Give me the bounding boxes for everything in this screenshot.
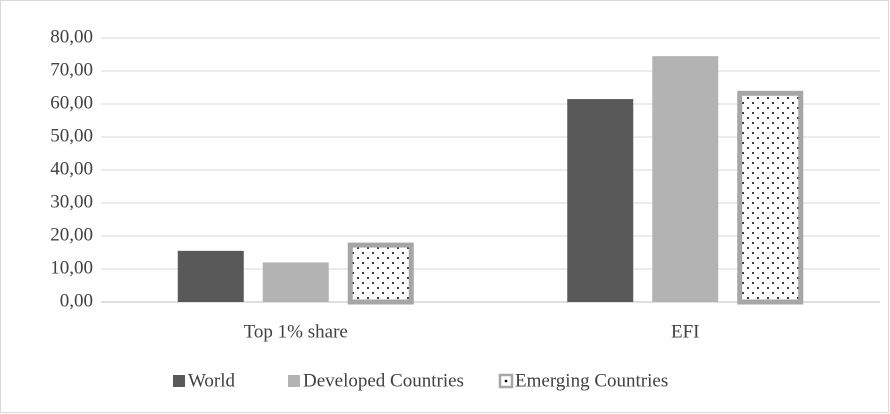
y-tick-label: 20,00 — [50, 224, 93, 245]
bar — [652, 56, 719, 303]
legend-label: Emerging Countries — [515, 370, 668, 391]
y-tick-label: 70,00 — [50, 59, 93, 80]
y-tick-label: 60,00 — [50, 92, 93, 113]
y-tick-label: 10,00 — [50, 257, 93, 278]
y-tick-label: 40,00 — [50, 158, 93, 179]
bar — [262, 262, 329, 302]
bar — [737, 90, 804, 305]
legend-swatch — [288, 375, 300, 387]
legend-swatch-dot — [504, 379, 508, 383]
bar — [177, 250, 244, 302]
bar — [347, 242, 414, 305]
y-tick-label: 30,00 — [50, 191, 93, 212]
x-tick-label: EFI — [671, 321, 700, 342]
y-tick-label: 50,00 — [50, 125, 93, 146]
legend-label: World — [188, 370, 236, 391]
bar — [567, 99, 634, 302]
y-tick-label: 80,00 — [50, 26, 93, 47]
legend-label: Developed Countries — [303, 370, 464, 391]
x-tick-label: Top 1% share — [244, 321, 348, 342]
legend-swatch — [173, 375, 185, 387]
y-tick-label: 0,00 — [60, 290, 93, 311]
